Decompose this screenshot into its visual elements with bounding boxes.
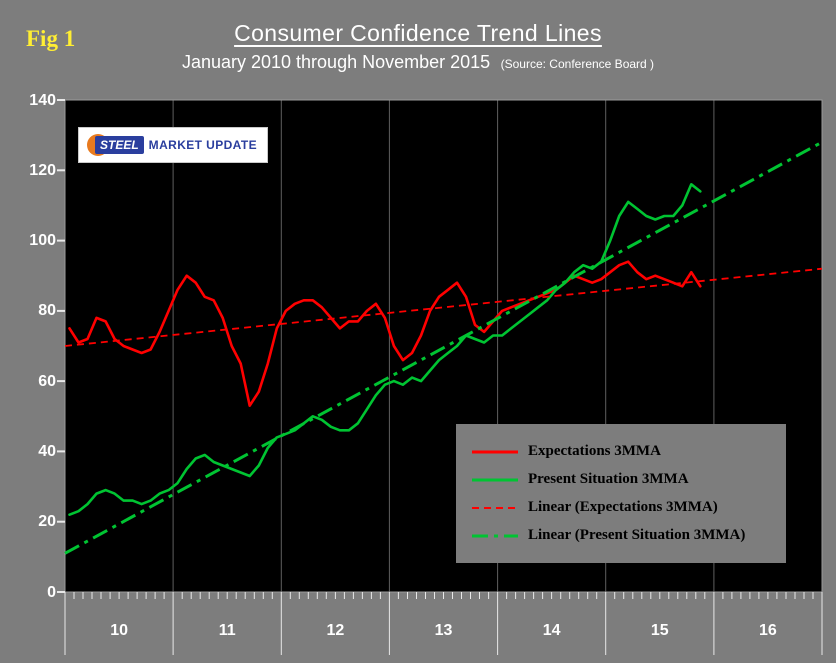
chart-source: (Source: Conference Board ) [500,57,655,71]
legend-line-sample-icon [472,450,518,453]
legend-label: Present Situation 3MMA [528,471,689,487]
x-tick-label: 10 [110,622,128,639]
chart-subtitle: January 2010 through November 2015 [181,52,491,72]
legend-line-sample-icon [472,478,518,481]
legend-line-sample-icon [472,534,518,537]
title-block: Consumer Confidence Trend Lines January … [0,20,836,73]
x-tick-label: 13 [434,622,453,639]
legend-label: Linear (Present Situation 3MMA) [528,527,746,543]
x-tick-label: 15 [650,622,669,639]
fig-label: Fig 1 [26,26,76,51]
y-tick-label: 120 [29,161,56,179]
y-tick-label: 100 [29,232,56,250]
legend-line-sample-icon [472,506,518,509]
y-tick-label: 60 [38,372,56,390]
legend-item: Expectations 3MMA [472,443,770,460]
chart-title: Consumer Confidence Trend Lines [234,20,602,46]
legend-item: Present Situation 3MMA [472,471,770,488]
y-tick-label: 20 [38,513,56,531]
legend: Expectations 3MMA Present Situation 3MMA L… [456,424,786,563]
x-tick-label: 14 [542,622,561,639]
legend-label: Expectations 3MMA [528,443,661,459]
x-tick-label: 16 [758,622,777,639]
smu-logo: STEEL MARKET UPDATE [78,127,268,163]
y-tick-label: 80 [38,302,56,320]
legend-label: Linear (Expectations 3MMA) [528,499,718,515]
smu-logo-market-update: MARKET UPDATE [149,138,257,152]
legend-item: Linear (Expectations 3MMA) [472,499,770,516]
y-tick-label: 0 [47,583,56,601]
y-tick-label: 140 [29,91,56,109]
x-tick-label: 12 [326,622,345,639]
smu-logo-update: UPDATE [206,138,257,152]
smu-logo-market: MARKET [148,138,203,152]
x-tick-label: 11 [218,622,236,639]
smu-logo-steel: STEEL [95,136,144,154]
y-tick-label: 40 [38,442,56,460]
legend-item: Linear (Present Situation 3MMA) [472,527,770,544]
